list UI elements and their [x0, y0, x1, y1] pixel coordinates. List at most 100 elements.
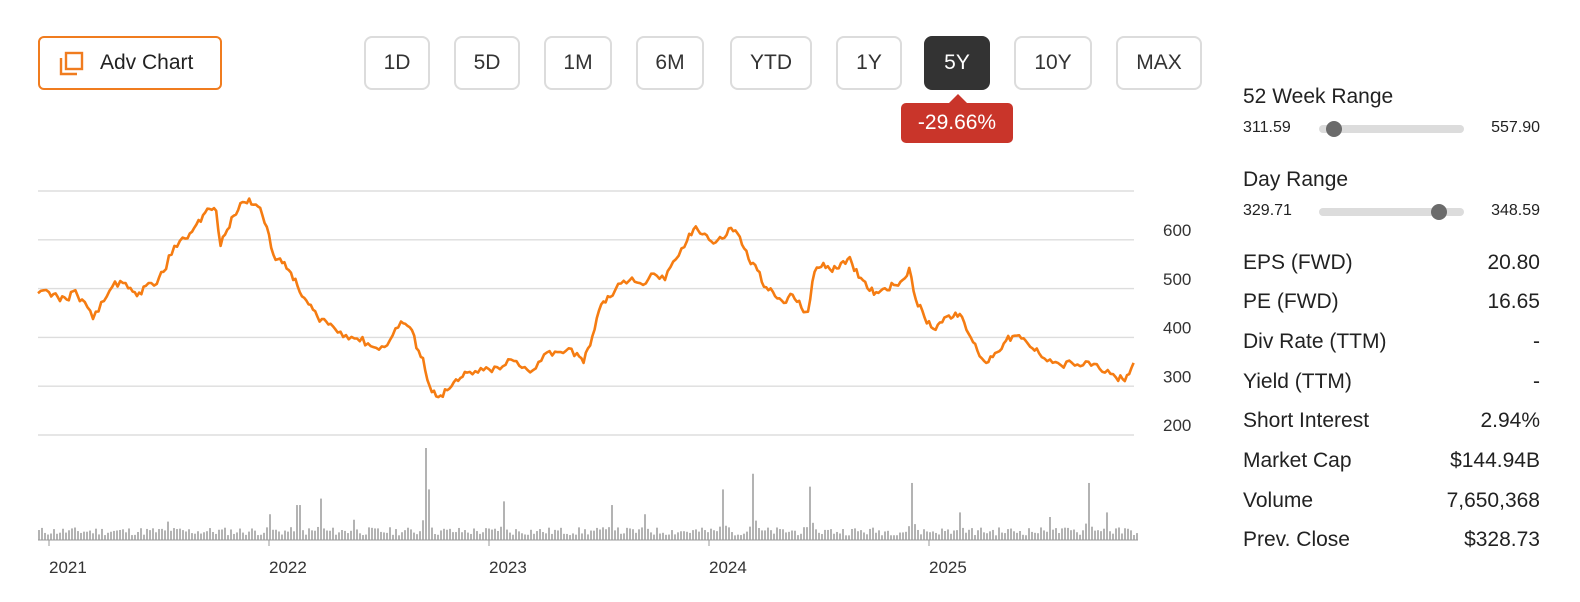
volume-bar	[71, 528, 73, 540]
volume-bar	[491, 529, 493, 540]
volume-bar	[764, 530, 766, 540]
range-tab-1d[interactable]: 1D	[364, 36, 430, 90]
volume-bar	[785, 532, 787, 540]
volume-bar	[1058, 533, 1060, 540]
volume-bar	[740, 535, 742, 540]
range-tab-5d[interactable]: 5D	[454, 36, 520, 90]
range-tab-ytd[interactable]: YTD	[730, 36, 812, 90]
volume-bar	[788, 531, 790, 540]
range-tab-1m[interactable]: 1M	[544, 36, 612, 90]
volume-bar	[887, 530, 889, 540]
volume-bar	[962, 527, 964, 540]
volume-bar	[986, 533, 988, 540]
volume-bar	[464, 530, 466, 540]
volume-bar	[1118, 527, 1120, 540]
volume-bar	[83, 531, 85, 540]
range-tab-1y[interactable]: 1Y	[836, 36, 902, 90]
volume-bar	[182, 530, 184, 540]
volume-bar	[911, 482, 913, 540]
volume-bar	[68, 530, 70, 540]
volume-bar	[629, 528, 631, 540]
volume-bar	[308, 528, 310, 540]
day-low: 329.71	[1243, 202, 1292, 219]
range-tab-5y[interactable]: 5Y	[924, 36, 990, 90]
range-tab-max[interactable]: MAX	[1116, 36, 1202, 90]
stat-label: EPS (FWD)	[1243, 251, 1353, 274]
volume-bar	[563, 533, 565, 540]
y-tick-label: 300	[1163, 367, 1191, 386]
volume-bar	[1064, 527, 1066, 540]
volume-bar	[686, 531, 688, 540]
volume-bar	[122, 529, 124, 540]
stat-label: Yield (TTM)	[1243, 370, 1352, 393]
volume-bar	[737, 534, 739, 540]
volume-bar	[1070, 530, 1072, 540]
volume-bar	[173, 528, 175, 540]
stat-row-market-cap: Market Cap $144.94B	[1243, 449, 1540, 479]
stat-row-pe: PE (FWD) 16.65	[1243, 290, 1540, 320]
volume-bar	[530, 529, 532, 540]
volume-bar	[914, 524, 916, 540]
volume-bar	[920, 534, 922, 540]
adv-chart-button[interactable]: Adv Chart	[38, 36, 222, 90]
volume-bar	[812, 522, 814, 540]
volume-bar	[935, 532, 937, 540]
volume-bar	[218, 529, 220, 540]
volume-bar	[353, 519, 355, 540]
volume-bar	[143, 534, 145, 540]
volume-bar	[965, 532, 967, 540]
volume-bar	[830, 529, 832, 540]
volume-bar	[821, 533, 823, 540]
volume-bar	[857, 531, 859, 540]
volume-bar	[404, 530, 406, 540]
volume-bar	[731, 532, 733, 540]
volume-bar	[65, 532, 67, 540]
volume-bar	[476, 531, 478, 540]
x-tick-label: 2023	[489, 558, 527, 577]
volume-bar	[749, 526, 751, 540]
range-tab-10y[interactable]: 10Y	[1014, 36, 1092, 90]
volume-bar	[968, 529, 970, 540]
volume-bar	[659, 533, 661, 540]
volume-bar	[134, 534, 136, 540]
stat-row-div-rate: Div Rate (TTM) -	[1243, 330, 1540, 360]
price-chart[interactable]: 600 500 400 300 200 2021 2022 2023 2024 2025	[0, 0, 1230, 602]
volume-bar	[179, 528, 181, 540]
volume-bar	[992, 529, 994, 540]
volume-bar	[614, 530, 616, 540]
volume-bar	[359, 533, 361, 540]
volume-bar	[1034, 532, 1036, 540]
volume-bar	[680, 531, 682, 540]
volume-bar	[470, 533, 472, 540]
volume-bar	[758, 528, 760, 540]
stat-value: 7,650,368	[1446, 489, 1540, 512]
volume-bar	[650, 532, 652, 540]
volume-bar	[1106, 512, 1108, 540]
volume-bar	[1067, 527, 1069, 540]
volume-bar	[722, 489, 724, 540]
volume-bar	[269, 514, 271, 540]
volume-bar	[1043, 530, 1045, 540]
volume-bar	[140, 528, 142, 540]
volume-bar	[356, 529, 358, 540]
volume-bar	[311, 530, 313, 540]
volume-bar	[683, 531, 685, 540]
volume-bar	[827, 529, 829, 540]
volume-bar	[878, 530, 880, 540]
volume-bar	[209, 528, 211, 540]
volume-bar	[707, 532, 709, 540]
volume-bar	[236, 532, 238, 540]
volume-bar	[1103, 528, 1105, 540]
price-line	[37, 197, 1135, 399]
volume-bar	[833, 533, 835, 540]
y-tick-label: 400	[1163, 319, 1191, 338]
volume-bar	[944, 531, 946, 540]
volume-bar	[53, 529, 55, 540]
volume-bar	[947, 529, 949, 540]
range-tab-6m[interactable]: 6M	[636, 36, 704, 90]
volume-bar	[692, 530, 694, 540]
volume-bar	[500, 526, 502, 540]
volume-bar	[266, 527, 268, 540]
volume-bar	[164, 530, 166, 540]
volume-bar	[146, 528, 148, 540]
